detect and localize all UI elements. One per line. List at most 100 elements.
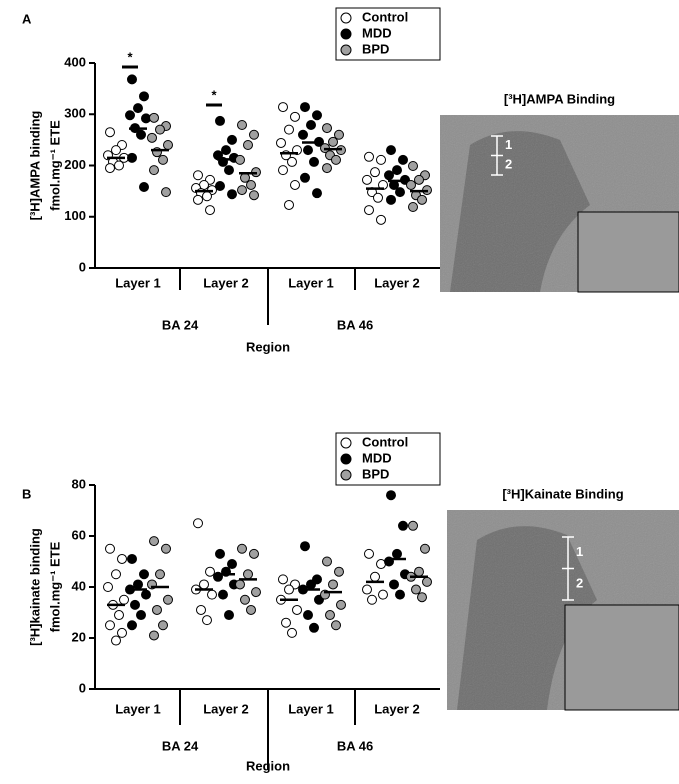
data-point bbox=[150, 166, 159, 175]
data-point bbox=[310, 157, 319, 166]
y-tick-label: 300 bbox=[64, 106, 86, 121]
data-point bbox=[225, 166, 234, 175]
data-point bbox=[106, 544, 115, 553]
layer-label: 2 bbox=[576, 576, 583, 591]
legend-marker bbox=[341, 45, 351, 55]
data-point bbox=[194, 171, 203, 180]
data-point bbox=[285, 125, 294, 134]
x-tick-label: Layer 2 bbox=[203, 275, 249, 290]
image-title: [³H]AMPA Binding bbox=[504, 91, 615, 106]
data-point bbox=[142, 590, 151, 599]
data-point bbox=[285, 585, 294, 594]
data-point bbox=[250, 191, 259, 200]
data-point bbox=[106, 164, 115, 173]
x-tick-label: Layer 2 bbox=[374, 701, 420, 716]
data-point bbox=[228, 560, 237, 569]
data-point bbox=[115, 611, 124, 620]
data-point bbox=[112, 570, 121, 579]
data-point bbox=[140, 92, 149, 101]
data-point bbox=[277, 138, 286, 147]
data-point bbox=[326, 611, 335, 620]
data-point bbox=[228, 135, 237, 144]
y-axis-label: [³H]AMPA binding bbox=[27, 111, 42, 221]
data-point bbox=[368, 595, 377, 604]
data-point bbox=[106, 621, 115, 630]
figure: A0100200300400[³H]AMPA bindingfmol.mg⁻¹ … bbox=[0, 0, 679, 779]
x-axis-label: Region bbox=[246, 339, 290, 354]
data-point bbox=[164, 141, 173, 150]
data-point bbox=[379, 590, 388, 599]
layer-label: 2 bbox=[505, 157, 512, 172]
data-point bbox=[313, 189, 322, 198]
data-point bbox=[363, 585, 372, 594]
data-point bbox=[390, 580, 399, 589]
data-point bbox=[250, 549, 259, 558]
x-tick-label: Layer 1 bbox=[288, 701, 334, 716]
y-tick-label: 60 bbox=[72, 527, 86, 542]
data-point bbox=[236, 155, 245, 164]
data-point bbox=[128, 621, 137, 630]
data-point bbox=[128, 554, 137, 563]
data-point bbox=[197, 605, 206, 614]
y-axis-label: [³H]kainate binding bbox=[27, 528, 42, 646]
layer-label: 1 bbox=[576, 544, 583, 559]
legend-marker bbox=[341, 13, 351, 23]
data-point bbox=[407, 180, 416, 189]
data-point bbox=[415, 175, 424, 184]
y-axis-label: fmol.mg⁻¹ ETE bbox=[47, 541, 62, 632]
data-point bbox=[238, 544, 247, 553]
x-axis-label: Region bbox=[246, 758, 290, 773]
group-label: BA 24 bbox=[162, 317, 199, 332]
inset bbox=[565, 605, 679, 710]
data-point bbox=[418, 593, 427, 602]
data-point bbox=[288, 628, 297, 637]
data-point bbox=[222, 146, 231, 155]
legend-label: BPD bbox=[362, 41, 389, 56]
data-point bbox=[247, 605, 256, 614]
data-point bbox=[120, 595, 129, 604]
data-point bbox=[377, 215, 386, 224]
data-point bbox=[137, 130, 146, 139]
data-point bbox=[387, 146, 396, 155]
data-point bbox=[104, 583, 113, 592]
data-point bbox=[250, 130, 259, 139]
data-point bbox=[216, 182, 225, 191]
y-tick-label: 80 bbox=[72, 476, 86, 491]
data-point bbox=[194, 519, 203, 528]
data-point bbox=[115, 161, 124, 170]
data-point bbox=[371, 168, 380, 177]
data-point bbox=[128, 153, 137, 162]
data-point bbox=[279, 166, 288, 175]
y-tick-label: 200 bbox=[64, 157, 86, 172]
data-point bbox=[396, 188, 405, 197]
data-point bbox=[418, 195, 427, 204]
data-point bbox=[412, 585, 421, 594]
data-point bbox=[156, 125, 165, 134]
significance-mark: * bbox=[127, 49, 133, 64]
data-point bbox=[203, 616, 212, 625]
data-point bbox=[112, 146, 121, 155]
data-point bbox=[310, 623, 319, 632]
data-point bbox=[203, 192, 212, 201]
data-point bbox=[393, 166, 402, 175]
data-point bbox=[409, 521, 418, 530]
x-tick-label: Layer 2 bbox=[203, 701, 249, 716]
data-point bbox=[291, 112, 300, 121]
data-point bbox=[106, 128, 115, 137]
data-point bbox=[162, 544, 171, 553]
data-point bbox=[304, 611, 313, 620]
data-point bbox=[374, 193, 383, 202]
legend-marker bbox=[341, 470, 351, 480]
inset bbox=[578, 212, 679, 292]
y-tick-label: 20 bbox=[72, 629, 86, 644]
data-point bbox=[385, 171, 394, 180]
data-point bbox=[313, 111, 322, 120]
x-tick-label: Layer 1 bbox=[115, 701, 161, 716]
data-point bbox=[301, 103, 310, 112]
data-point bbox=[335, 567, 344, 576]
data-point bbox=[238, 186, 247, 195]
data-point bbox=[387, 491, 396, 500]
data-point bbox=[128, 75, 137, 84]
data-point bbox=[118, 554, 127, 563]
data-point bbox=[244, 570, 253, 579]
